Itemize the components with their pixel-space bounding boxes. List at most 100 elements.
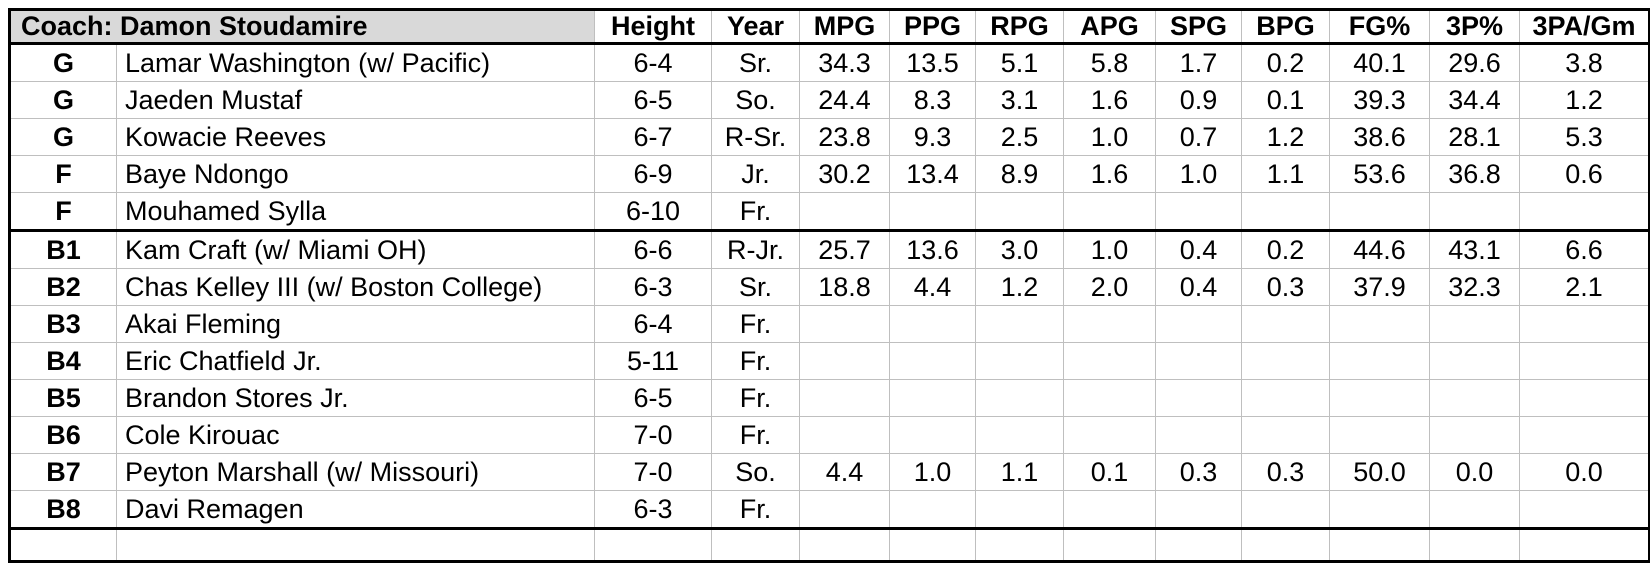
stat-cell-3p[interactable]: 34.4 (1429, 81, 1521, 119)
position-cell[interactable]: B5 (9, 379, 117, 417)
stat-cell-mpg[interactable]: 18.8 (799, 268, 891, 306)
stat-cell-rpg[interactable]: 5.1 (975, 43, 1065, 82)
position-cell[interactable]: B2 (9, 268, 117, 306)
stat-cell-mpg[interactable]: 24.4 (799, 81, 891, 119)
position-cell[interactable]: B8 (9, 490, 117, 530)
position-cell[interactable]: F (9, 155, 117, 193)
stat-cell-rpg[interactable] (975, 490, 1065, 530)
stat-cell-fg[interactable] (1329, 342, 1431, 380)
stat-cell-apg[interactable] (1063, 342, 1157, 380)
stat-cell-year[interactable]: So. (711, 81, 801, 119)
stat-cell-spg[interactable] (1155, 379, 1243, 417)
stat-cell-ppg[interactable]: 4.4 (889, 268, 977, 306)
stat-cell-mpg[interactable] (799, 305, 891, 343)
position-cell[interactable]: B1 (9, 229, 117, 269)
stat-cell-fg[interactable]: 37.9 (1329, 268, 1431, 306)
stat-cell-apg[interactable] (1063, 416, 1157, 454)
player-name-cell[interactable]: Davi Remagen (115, 490, 596, 530)
player-name-cell[interactable]: Kam Craft (w/ Miami OH) (115, 229, 596, 269)
stat-cell-apg[interactable]: 2.0 (1063, 268, 1157, 306)
stat-cell-3pa-gm[interactable] (1519, 342, 1650, 380)
stat-cell-fg[interactable] (1329, 305, 1431, 343)
stat-cell-height[interactable]: 6-5 (594, 379, 713, 417)
stat-cell-apg[interactable] (1063, 490, 1157, 530)
stat-cell-fg[interactable] (1329, 379, 1431, 417)
stat-cell-height[interactable]: 5-11 (594, 342, 713, 380)
column-header-year[interactable]: Year (711, 9, 801, 45)
stat-cell-spg[interactable]: 0.4 (1155, 268, 1243, 306)
stat-cell-3p[interactable]: 43.1 (1429, 229, 1521, 269)
stat-cell-apg[interactable]: 1.0 (1063, 118, 1157, 156)
stat-cell-bpg[interactable]: 1.2 (1241, 118, 1331, 156)
stat-cell-bpg[interactable]: 0.1 (1241, 81, 1331, 119)
stat-cell-year[interactable]: Fr. (711, 490, 801, 530)
stat-cell-rpg[interactable] (975, 416, 1065, 454)
stat-cell-ppg[interactable] (889, 416, 977, 454)
stat-cell-3p[interactable] (1429, 379, 1521, 417)
stat-cell-ppg[interactable] (889, 305, 977, 343)
stat-cell-rpg[interactable]: 2.5 (975, 118, 1065, 156)
stat-cell-spg[interactable]: 0.3 (1155, 453, 1243, 491)
player-name-cell[interactable]: Kowacie Reeves (115, 118, 596, 156)
column-header-spg[interactable]: SPG (1155, 9, 1243, 45)
stat-cell-year[interactable]: Sr. (711, 43, 801, 82)
empty-cell[interactable] (1241, 528, 1331, 562)
stat-cell-fg[interactable]: 44.6 (1329, 229, 1431, 269)
stat-cell-3pa-gm[interactable] (1519, 490, 1650, 530)
stat-cell-bpg[interactable]: 0.3 (1241, 453, 1331, 491)
stat-cell-height[interactable]: 6-10 (594, 192, 713, 231)
stat-cell-3pa-gm[interactable]: 6.6 (1519, 229, 1650, 269)
column-header-bpg[interactable]: BPG (1241, 9, 1331, 45)
stat-cell-ppg[interactable]: 13.6 (889, 229, 977, 269)
column-header-apg[interactable]: APG (1063, 9, 1157, 45)
player-name-cell[interactable]: Cole Kirouac (115, 416, 596, 454)
stat-cell-3pa-gm[interactable]: 3.8 (1519, 43, 1650, 82)
empty-cell[interactable] (1155, 528, 1243, 562)
stat-cell-year[interactable]: R-Sr. (711, 118, 801, 156)
stat-cell-mpg[interactable]: 4.4 (799, 453, 891, 491)
stat-cell-ppg[interactable] (889, 342, 977, 380)
stat-cell-apg[interactable]: 0.1 (1063, 453, 1157, 491)
stat-cell-3p[interactable]: 28.1 (1429, 118, 1521, 156)
coach-header-cell[interactable]: Coach: Damon Stoudamire (8, 9, 596, 45)
stat-cell-fg[interactable] (1329, 490, 1431, 530)
stat-cell-3pa-gm[interactable]: 2.1 (1519, 268, 1650, 306)
stat-cell-height[interactable]: 6-7 (594, 118, 713, 156)
stat-cell-3pa-gm[interactable] (1519, 305, 1650, 343)
empty-cell[interactable] (594, 528, 713, 562)
stat-cell-3p[interactable] (1429, 305, 1521, 343)
stat-cell-year[interactable]: Fr. (711, 342, 801, 380)
stat-cell-year[interactable]: Fr. (711, 305, 801, 343)
stat-cell-fg[interactable]: 53.6 (1329, 155, 1431, 193)
stat-cell-height[interactable]: 6-6 (594, 229, 713, 269)
stat-cell-height[interactable]: 6-4 (594, 305, 713, 343)
empty-cell[interactable] (889, 528, 977, 562)
stat-cell-3p[interactable]: 0.0 (1429, 453, 1521, 491)
position-cell[interactable]: B4 (9, 342, 117, 380)
stat-cell-rpg[interactable]: 3.1 (975, 81, 1065, 119)
stat-cell-height[interactable]: 6-5 (594, 81, 713, 119)
position-cell[interactable]: G (9, 81, 117, 119)
stat-cell-3p[interactable]: 29.6 (1429, 43, 1521, 82)
player-name-cell[interactable]: Chas Kelley III (w/ Boston College) (115, 268, 596, 306)
stat-cell-3pa-gm[interactable] (1519, 416, 1650, 454)
stat-cell-rpg[interactable]: 3.0 (975, 229, 1065, 269)
stat-cell-apg[interactable] (1063, 379, 1157, 417)
stat-cell-ppg[interactable] (889, 192, 977, 231)
column-header-height[interactable]: Height (594, 9, 713, 45)
stat-cell-mpg[interactable] (799, 416, 891, 454)
stat-cell-mpg[interactable] (799, 490, 891, 530)
column-header-mpg[interactable]: MPG (799, 9, 891, 45)
stat-cell-3p[interactable]: 32.3 (1429, 268, 1521, 306)
position-cell[interactable]: B6 (9, 416, 117, 454)
stat-cell-bpg[interactable]: 0.3 (1241, 268, 1331, 306)
stat-cell-bpg[interactable]: 0.2 (1241, 43, 1331, 82)
stat-cell-ppg[interactable]: 13.4 (889, 155, 977, 193)
stat-cell-ppg[interactable] (889, 490, 977, 530)
stat-cell-spg[interactable] (1155, 490, 1243, 530)
stat-cell-height[interactable]: 7-0 (594, 416, 713, 454)
stat-cell-year[interactable]: Sr. (711, 268, 801, 306)
stat-cell-3pa-gm[interactable]: 0.6 (1519, 155, 1650, 193)
empty-cell[interactable] (1063, 528, 1157, 562)
stat-cell-bpg[interactable]: 1.1 (1241, 155, 1331, 193)
